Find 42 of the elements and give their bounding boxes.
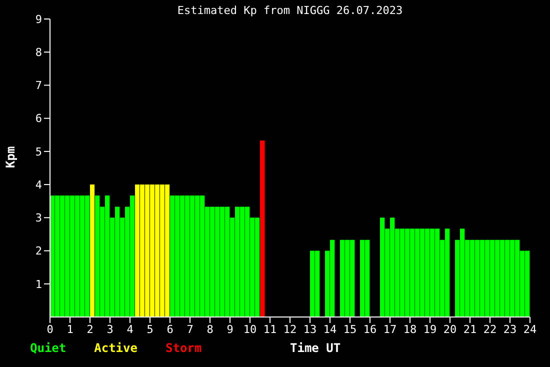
bar bbox=[90, 184, 94, 317]
x-tick-label: 0 bbox=[46, 322, 54, 336]
x-axis-title: Time UT bbox=[290, 341, 341, 355]
y-axis-title: Kpm bbox=[3, 146, 18, 168]
y-tick-label: 8 bbox=[35, 46, 42, 60]
x-tick-label: 21 bbox=[463, 322, 477, 336]
x-tick-label: 13 bbox=[303, 322, 317, 336]
series-label: Active bbox=[94, 341, 138, 355]
x-tick-label: 7 bbox=[186, 322, 194, 336]
x-tick-label: 22 bbox=[483, 322, 497, 336]
x-tick-label: 18 bbox=[403, 322, 417, 336]
x-tick-label: 24 bbox=[523, 322, 537, 336]
y-tick-label: 9 bbox=[35, 12, 42, 26]
x-tick-label: 14 bbox=[323, 322, 337, 336]
x-tick-label: 10 bbox=[243, 322, 257, 336]
bar bbox=[260, 140, 264, 317]
x-tick-label: 9 bbox=[226, 322, 234, 336]
x-tick-label: 8 bbox=[206, 322, 214, 336]
x-tick-label: 4 bbox=[126, 322, 134, 336]
y-tick-label: 1 bbox=[35, 278, 42, 291]
x-tick-label: 23 bbox=[503, 322, 517, 336]
x-tick-label: 11 bbox=[263, 322, 277, 336]
y-tick-label: 5 bbox=[35, 145, 42, 158]
x-tick-label: 2 bbox=[86, 322, 94, 336]
y-tick-label: 6 bbox=[35, 112, 42, 126]
x-tick-label: 6 bbox=[166, 322, 174, 336]
x-tick-label: 16 bbox=[363, 322, 377, 336]
y-tick-label: 7 bbox=[35, 79, 42, 92]
x-tick-label: 20 bbox=[443, 322, 457, 336]
series-label: Quiet bbox=[30, 341, 66, 355]
chart-title: Estimated Kp from NIGGG 26.07.2023 bbox=[176, 4, 404, 17]
x-tick-label: 15 bbox=[343, 322, 357, 336]
y-tick-label: 2 bbox=[35, 244, 42, 258]
x-tick-label: 17 bbox=[383, 322, 397, 336]
x-tick-label: 1 bbox=[66, 322, 74, 336]
x-tick-label: 12 bbox=[283, 322, 297, 336]
text: Storm bbox=[165, 341, 202, 355]
x-tick-label: 19 bbox=[423, 322, 437, 336]
y-tick-label: 4 bbox=[35, 178, 42, 192]
y-tick-label: 3 bbox=[35, 212, 42, 225]
x-tick-label: 5 bbox=[146, 322, 154, 336]
x-tick-label: 3 bbox=[106, 322, 114, 336]
